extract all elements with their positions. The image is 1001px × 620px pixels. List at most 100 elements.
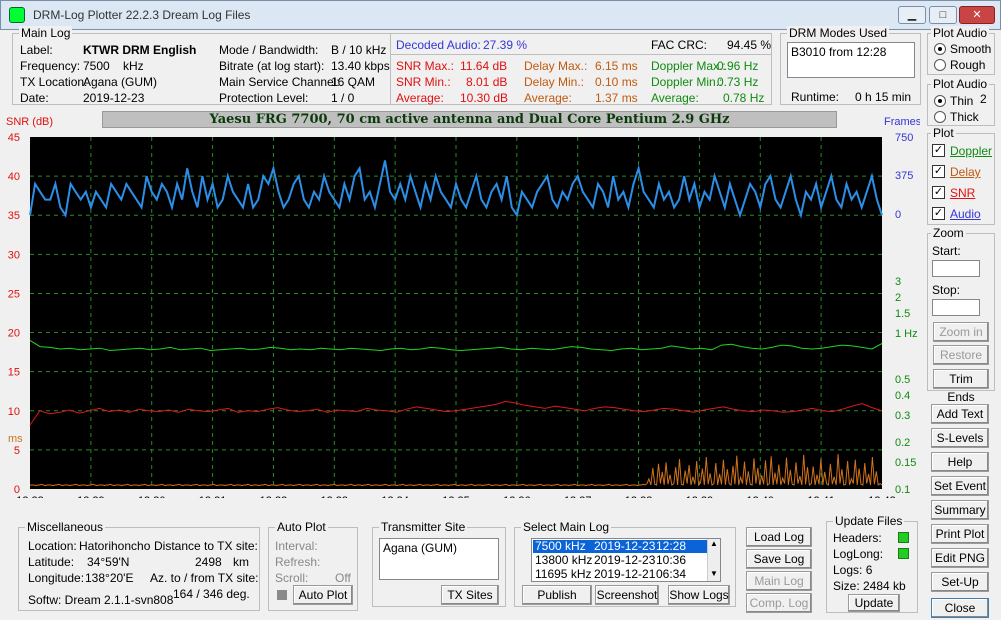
comp-log-button[interactable]: Comp. Log	[746, 593, 812, 613]
time-tick-label: 12:28	[16, 495, 44, 498]
close-button[interactable]: Close	[931, 598, 989, 618]
log-row-date[interactable]: 2019-12-23	[594, 539, 656, 553]
mode-key: Mode / Bandwidth:	[219, 43, 319, 57]
log-row-time[interactable]: 06:34	[656, 567, 687, 581]
thick-radio[interactable]	[934, 111, 946, 123]
loglong-label: LogLong:	[833, 547, 884, 561]
scroll-label: Scroll:	[275, 571, 309, 585]
loglong-status-led	[898, 548, 909, 559]
snr-min-key: SNR Min.:	[396, 75, 451, 89]
distance-unit: km	[233, 555, 249, 569]
log-row-date[interactable]: 2019-12-21	[594, 567, 656, 581]
log-row-freq[interactable]: 7500 kHz	[535, 539, 586, 553]
tx-location-value: Agana (GUM)	[83, 75, 158, 89]
fac-crc-key: FAC CRC:	[651, 38, 708, 52]
main-log-button[interactable]: Main Log	[746, 571, 812, 591]
trim-ends-button[interactable]: Trim Ends	[933, 369, 989, 404]
doppler-tick-label: 0.1	[895, 484, 910, 496]
snr-tick-label: 5	[14, 445, 20, 457]
drm-mode-item[interactable]: B3010 from 12:28	[791, 45, 887, 59]
thick-label: Thick	[950, 110, 979, 124]
auto-plot-button[interactable]: Auto Plot	[293, 585, 353, 605]
show-logs-button[interactable]: Show Logs	[668, 585, 730, 605]
s-levels-button[interactable]: S-Levels	[931, 428, 989, 448]
zoom-group: Zoom Start: Stop: Zoom in Restore Trim E…	[927, 226, 995, 404]
select-main-log-label: Select Main Log	[521, 520, 612, 534]
log-row-date[interactable]: 2019-12-23	[594, 553, 656, 567]
mode-value: B / 10 kHz	[331, 43, 387, 57]
log-row-time[interactable]: 10:36	[656, 553, 687, 567]
main-log-group: Main Log Label: KTWR DRM English Frequen…	[12, 26, 772, 105]
help-button[interactable]: Help	[931, 452, 989, 472]
tx-sites-button[interactable]: TX Sites	[441, 585, 499, 605]
log-row-freq[interactable]: 13800 kHz	[535, 553, 593, 567]
transmitter-site-list[interactable]: Agana (GUM)	[379, 538, 499, 580]
time-tick-label: 12:39	[686, 495, 714, 498]
divider	[390, 34, 391, 104]
decoded-audio-value: 27.39 %	[483, 38, 528, 52]
publish-button[interactable]: Publish	[522, 585, 592, 605]
doppler-checkbox[interactable]: ✓	[932, 144, 945, 157]
log-row-time[interactable]: 12:28	[656, 539, 687, 553]
main-log-label: Main Log	[19, 26, 73, 40]
transmitter-site-group: Transmitter Site Agana (GUM) TX Sites	[372, 520, 506, 607]
thin-radio[interactable]	[934, 95, 946, 107]
snr-avg-key: Average:	[396, 91, 444, 105]
update-button[interactable]: Update	[848, 594, 900, 612]
drm-modes-list[interactable]: B3010 from 12:28	[787, 42, 915, 78]
time-tick-label: 12:30	[138, 495, 166, 498]
doppler-tick-label: 1 Hz	[895, 328, 918, 340]
snr-checkbox[interactable]: ✓	[932, 186, 945, 199]
rough-radio[interactable]	[934, 59, 946, 71]
runtime-value: 0 h 15 min	[855, 90, 912, 104]
auto-plot-group: Auto Plot Interval: Refresh: Scroll: Off…	[268, 520, 358, 611]
zoom-start-input[interactable]	[932, 260, 980, 277]
label-value: KTWR DRM English	[83, 43, 197, 57]
minimize-button[interactable]: ▁	[898, 6, 926, 24]
snr-max-value: 11.64 dB	[460, 59, 508, 73]
save-log-button[interactable]: Save Log	[746, 549, 812, 569]
close-window-button[interactable]: ✕	[959, 6, 995, 24]
refresh-label: Refresh:	[275, 555, 321, 569]
audio-checkbox[interactable]: ✓	[932, 207, 945, 220]
tx-location-key: TX Location:	[20, 75, 88, 89]
doppler-min-value: 0.73 Hz	[717, 75, 759, 89]
misc-group: Miscellaneous Location: Hatorihoncho Lat…	[18, 520, 260, 611]
scroll-up-icon[interactable]: ▲	[710, 539, 718, 548]
transmitter-site-item[interactable]: Agana (GUM)	[383, 541, 458, 555]
print-plot-button[interactable]: Print Plot	[931, 524, 989, 544]
doppler-series-line	[29, 339, 883, 352]
restore-button[interactable]: Restore	[933, 345, 989, 365]
delay-checkbox[interactable]: ✓	[932, 165, 945, 178]
zoom-in-button[interactable]: Zoom in	[933, 322, 989, 342]
doppler-tick-label: 0.2	[895, 437, 910, 449]
screenshot-button[interactable]: Screenshot	[595, 585, 659, 605]
log-list[interactable]: 7500 kHz 2019-12-23 12:28 13800 kHz 2019…	[531, 538, 721, 582]
maximize-button[interactable]: □	[929, 6, 957, 24]
frequency-unit: kHz	[123, 59, 144, 73]
plot-label: Plot	[931, 126, 956, 140]
audio-label: Audio	[950, 207, 981, 221]
frequency-key: Frequency:	[20, 59, 81, 73]
delay-min-key: Delay Min.:	[524, 75, 585, 89]
smooth-radio[interactable]	[934, 43, 946, 55]
add-text-button[interactable]: Add Text	[931, 404, 989, 424]
title-bar: DRM-Log Plotter 22.2.3 Dream Log Files ▁…	[0, 0, 1001, 30]
set-event-button[interactable]: Set Event	[931, 476, 989, 496]
select-main-log-group: Select Main Log 7500 kHz 2019-12-23 12:2…	[514, 520, 736, 607]
log-list-scrollbar[interactable]: ▲ ▼	[707, 539, 720, 581]
interval-label: Interval:	[275, 539, 318, 553]
fac-crc-value: 94.45 %	[727, 38, 772, 52]
date-value: 2019-12-23	[83, 91, 145, 105]
scroll-down-icon[interactable]: ▼	[710, 569, 718, 578]
delay-series-line	[30, 454, 883, 487]
log-row-freq[interactable]: 11695 kHz	[535, 567, 592, 581]
set-up-button[interactable]: Set-Up	[931, 572, 989, 592]
zoom-stop-input[interactable]	[932, 299, 980, 316]
summary-button[interactable]: Summary	[931, 500, 989, 520]
delay-min-value: 0.10 ms	[595, 75, 638, 89]
snr-tick-label: 45	[8, 132, 20, 144]
edit-png-button[interactable]: Edit PNG	[931, 548, 989, 568]
load-log-button[interactable]: Load Log	[746, 527, 812, 547]
app-icon	[9, 7, 25, 23]
